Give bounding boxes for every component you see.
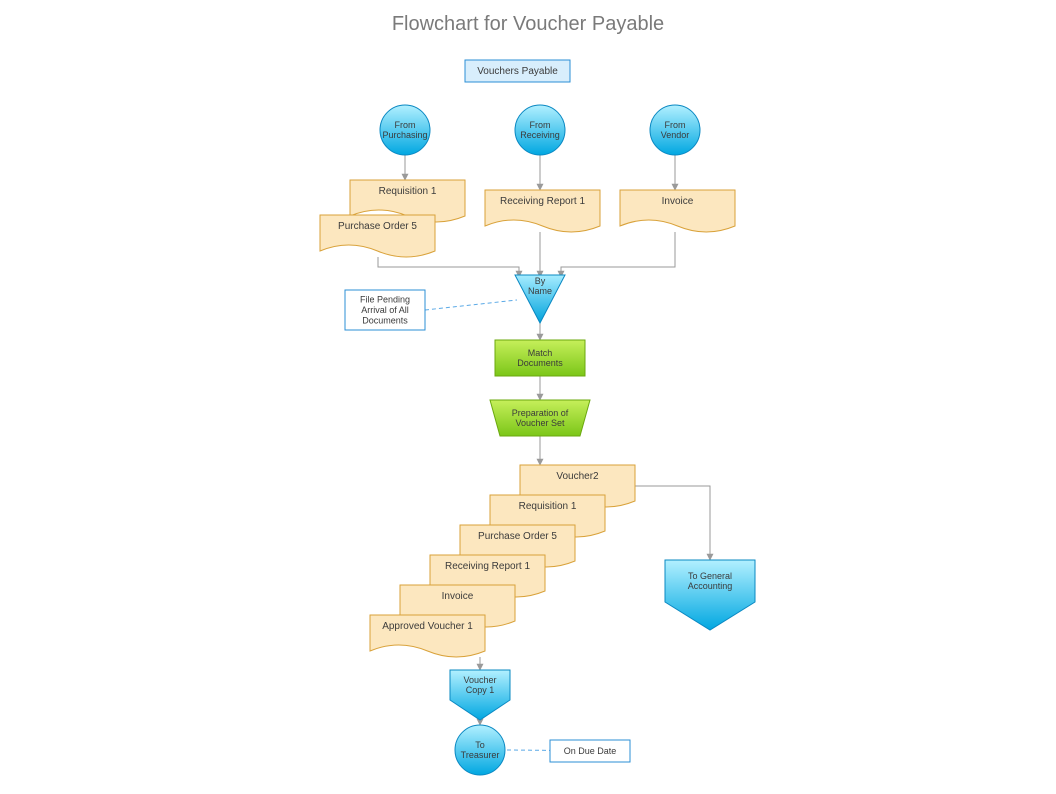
d-av1-label: Approved Voucher 1 — [382, 621, 473, 632]
o-vc1-label: VoucherCopy 1 — [463, 675, 496, 695]
o-ga-label: To GeneralAccounting — [688, 571, 733, 591]
n-pending-label: File PendingArrival of AllDocuments — [360, 295, 410, 326]
d-req1b-label: Requisition 1 — [519, 501, 577, 512]
d-invb-label: Invoice — [442, 591, 474, 602]
c-vend-label: FromVendor — [661, 120, 690, 140]
d-v2-label: Voucher2 — [556, 471, 599, 482]
d-req1-label: Requisition 1 — [379, 186, 437, 197]
d-rr1b-label: Receiving Report 1 — [445, 561, 530, 572]
p-prep-label: Preparation ofVoucher Set — [512, 408, 569, 428]
chart-title: Flowchart for Voucher Payable — [392, 13, 664, 35]
d-po5b-label: Purchase Order 5 — [478, 531, 557, 542]
n-due-label: On Due Date — [564, 746, 617, 756]
d-po5-label: Purchase Order 5 — [338, 221, 417, 232]
swimlane-label: Vouchers Payable — [477, 66, 558, 77]
d-rr1-label: Receiving Report 1 — [500, 196, 585, 207]
d-inv-label: Invoice — [662, 196, 694, 207]
